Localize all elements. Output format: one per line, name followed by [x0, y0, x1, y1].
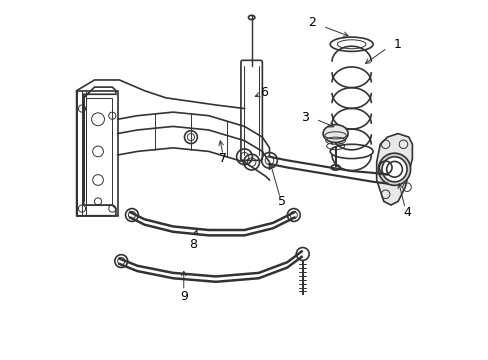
- Text: 6: 6: [260, 86, 267, 99]
- Text: 5: 5: [278, 195, 285, 208]
- Text: 1: 1: [393, 38, 401, 51]
- Text: 3: 3: [301, 111, 308, 124]
- Polygon shape: [376, 134, 411, 205]
- Ellipse shape: [323, 125, 347, 143]
- Text: 4: 4: [402, 206, 410, 219]
- Text: 2: 2: [308, 16, 316, 29]
- FancyBboxPatch shape: [241, 60, 262, 160]
- Text: 7: 7: [219, 152, 226, 165]
- Text: 9: 9: [180, 289, 187, 303]
- Circle shape: [378, 153, 410, 185]
- Circle shape: [381, 157, 406, 182]
- Text: 8: 8: [188, 238, 196, 251]
